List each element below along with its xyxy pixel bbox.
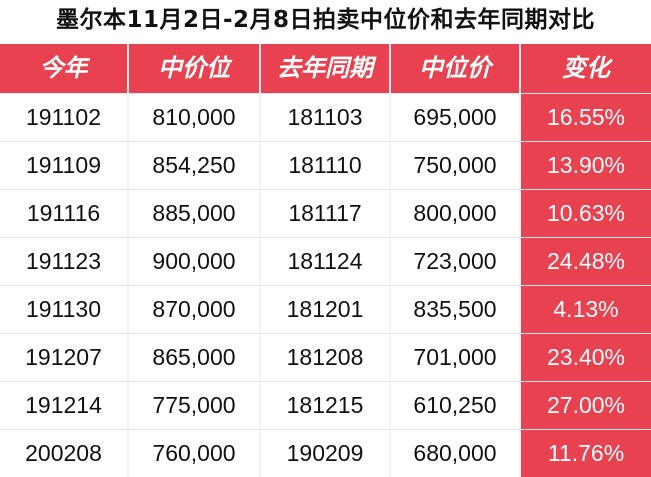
last-year-median-cell: 695,000 (391, 94, 519, 141)
change-cell: 13.90% (521, 142, 651, 189)
change-cell: 27.00% (521, 382, 651, 429)
this-year-date-cell: 191123 (0, 238, 127, 285)
last-year-date-cell: 181124 (261, 238, 389, 285)
table-header-row: 今年 中价位 去年同期 中位价 变化 (0, 44, 651, 93)
table-row: 191130 870,000 181201 835,500 4.13% (0, 285, 651, 333)
table-row: 191116 885,000 181117 800,000 10.63% (0, 189, 651, 237)
table-row: 200208 760,000 190209 680,000 11.76% (0, 429, 651, 477)
last-year-date-cell: 181103 (261, 94, 389, 141)
this-year-median-cell: 810,000 (129, 94, 259, 141)
comparison-table: 今年 中价位 去年同期 中位价 变化 191102 810,000 181103 69… (0, 44, 651, 477)
table-row: 191123 900,000 181124 723,000 24.48% (0, 237, 651, 285)
table-row: 191102 810,000 181103 695,000 16.55% (0, 93, 651, 141)
last-year-date-cell: 190209 (261, 430, 389, 477)
this-year-median-cell: 865,000 (129, 334, 259, 381)
last-year-median-cell: 701,000 (391, 334, 519, 381)
table-body: 191102 810,000 181103 695,000 16.55% 191109 85… (0, 93, 651, 477)
last-year-median-cell: 835,500 (391, 286, 519, 333)
this-year-date-cell: 191109 (0, 142, 127, 189)
change-cell: 16.55% (521, 94, 651, 141)
last-year-date-cell: 181201 (261, 286, 389, 333)
page-title: 墨尔本11月2日-2月8日拍卖中位价和去年同期对比 (55, 7, 596, 33)
this-year-median-cell: 870,000 (129, 286, 259, 333)
change-cell: 10.63% (521, 190, 651, 237)
change-cell: 4.13% (521, 286, 651, 333)
table-row: 191109 854,250 181110 750,000 13.90% (0, 141, 651, 189)
change-cell: 11.76% (521, 430, 651, 477)
this-year-date-cell: 191102 (0, 94, 127, 141)
table-row: 191214 775,000 181215 610,250 27.00% (0, 381, 651, 429)
last-year-median-cell: 680,000 (391, 430, 519, 477)
last-year-date-cell: 181215 (261, 382, 389, 429)
this-year-date-cell: 191214 (0, 382, 127, 429)
this-year-date-cell: 191116 (0, 190, 127, 237)
last-year-median-cell: 750,000 (391, 142, 519, 189)
header-last-year-median: 中位价 (391, 44, 519, 93)
table-row: 191207 865,000 181208 701,000 23.40% (0, 333, 651, 381)
this-year-date-cell: 200208 (0, 430, 127, 477)
this-year-date-cell: 191207 (0, 334, 127, 381)
last-year-median-cell: 800,000 (391, 190, 519, 237)
this-year-median-cell: 885,000 (129, 190, 259, 237)
header-change: 变化 (521, 44, 651, 93)
last-year-date-cell: 181117 (261, 190, 389, 237)
last-year-date-cell: 181110 (261, 142, 389, 189)
change-cell: 23.40% (521, 334, 651, 381)
last-year-date-cell: 181208 (261, 334, 389, 381)
this-year-median-cell: 760,000 (129, 430, 259, 477)
this-year-median-cell: 775,000 (129, 382, 259, 429)
this-year-median-cell: 900,000 (129, 238, 259, 285)
this-year-date-cell: 191130 (0, 286, 127, 333)
header-this-year: 今年 (0, 44, 127, 93)
last-year-median-cell: 610,250 (391, 382, 519, 429)
last-year-median-cell: 723,000 (391, 238, 519, 285)
header-this-year-median: 中价位 (129, 44, 259, 93)
change-cell: 24.48% (521, 238, 651, 285)
header-last-year-period: 去年同期 (261, 44, 389, 93)
this-year-median-cell: 854,250 (129, 142, 259, 189)
